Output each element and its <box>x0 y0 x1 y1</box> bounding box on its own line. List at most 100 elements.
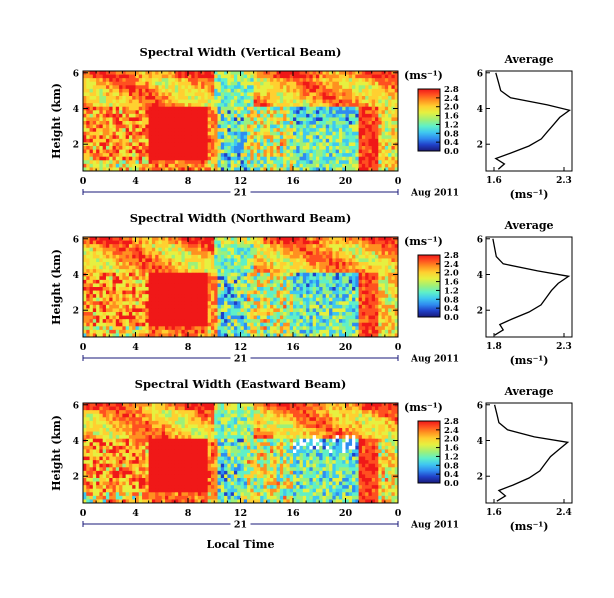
heatmap-cell <box>92 163 97 168</box>
heatmap-cell <box>92 156 97 161</box>
heatmap-cell <box>194 326 199 331</box>
heatmap-cell <box>151 279 156 284</box>
heatmap-cell <box>270 99 274 104</box>
heatmap-cell <box>283 247 287 252</box>
heatmap-cell <box>270 142 274 147</box>
heatmap-cell <box>138 124 143 129</box>
heatmap-cell <box>322 96 327 100</box>
heatmap-cell <box>365 131 369 136</box>
heatmap-cell <box>138 103 143 108</box>
heatmap-cell <box>161 92 166 97</box>
heatmap-cell <box>361 142 366 147</box>
heatmap-cell <box>312 167 317 172</box>
heatmap-cell <box>184 265 189 270</box>
heatmap-cell <box>319 301 323 306</box>
heatmap-cell <box>197 81 202 86</box>
heatmap-cell <box>279 237 284 241</box>
heatmap-cell <box>171 153 176 158</box>
heatmap-cell <box>105 160 110 165</box>
heatmap-cell <box>230 322 235 327</box>
heatmap-cell <box>125 294 130 299</box>
heatmap-cell <box>217 279 222 284</box>
heatmap-cell <box>332 279 337 284</box>
heatmap-cell <box>342 81 346 86</box>
heatmap-cell <box>338 88 343 93</box>
heatmap-cell <box>289 247 294 252</box>
heatmap-cell <box>112 326 117 331</box>
heatmap-cell <box>83 153 87 158</box>
heatmap-cell <box>204 304 209 309</box>
heatmap-cell <box>332 117 337 122</box>
heatmap-cell <box>250 138 255 143</box>
heatmap-cell <box>286 117 291 122</box>
heatmap-cell <box>99 326 104 331</box>
heatmap-cell <box>240 297 245 302</box>
heatmap-cell <box>184 85 189 90</box>
heatmap-cell <box>348 96 353 100</box>
heatmap-cell <box>168 294 172 299</box>
heatmap-cell <box>151 128 156 133</box>
heatmap-cell <box>207 85 212 90</box>
heatmap-cell <box>135 237 140 241</box>
heatmap-cell <box>315 103 320 108</box>
heatmap-cell <box>352 167 356 172</box>
heatmap-cell <box>155 92 159 97</box>
heatmap-cell <box>375 78 379 83</box>
heatmap-cell <box>96 329 100 334</box>
heatmap-cell <box>342 117 346 122</box>
heatmap-cell <box>240 99 245 104</box>
heatmap-cell <box>299 272 304 277</box>
heatmap-cell <box>352 156 356 161</box>
heatmap-cell <box>102 74 107 79</box>
heatmap-cell <box>319 124 323 129</box>
heatmap-cell <box>230 88 235 93</box>
heatmap-cell <box>256 163 261 168</box>
heatmap-cell <box>224 279 228 284</box>
heatmap-cell <box>119 96 123 100</box>
heatmap-cell <box>158 312 163 316</box>
heatmap-cell <box>135 96 140 100</box>
heatmap-cell <box>151 85 156 90</box>
heatmap-cell <box>214 96 218 100</box>
heatmap-cell <box>92 167 97 172</box>
heatmap-cell <box>378 106 382 111</box>
heatmap-cell <box>365 81 369 86</box>
heatmap-cell <box>233 279 238 284</box>
heatmap-cell <box>102 240 107 245</box>
heatmap-cell <box>105 153 110 158</box>
heatmap-cell <box>109 71 113 75</box>
heatmap-cell <box>184 96 189 100</box>
heatmap-cell <box>155 88 159 93</box>
heatmap-cell <box>263 153 268 158</box>
heatmap-cell <box>332 254 337 259</box>
heatmap-cell <box>191 121 195 125</box>
heatmap-cell <box>266 276 271 281</box>
heatmap-cell <box>83 254 87 259</box>
heatmap-cell <box>135 322 140 327</box>
heatmap-cell <box>83 88 87 93</box>
heatmap-cell <box>322 78 327 83</box>
heatmap-cell <box>135 138 140 143</box>
heatmap-cell <box>112 142 117 147</box>
heatmap-cell <box>391 110 396 115</box>
heatmap-cell <box>83 124 87 129</box>
heatmap-cell <box>174 272 179 277</box>
heatmap-cell <box>83 329 87 334</box>
heatmap-cell <box>122 287 127 291</box>
heatmap-cell <box>138 301 143 306</box>
heatmap-cell <box>296 121 300 125</box>
heatmap-cell <box>332 276 337 281</box>
heatmap-cell <box>128 110 133 115</box>
heatmap-cell <box>155 156 159 161</box>
heatmap-cell <box>89 85 94 90</box>
heatmap-cell <box>92 319 97 324</box>
heatmap-cell <box>191 279 195 284</box>
heatmap-cell <box>109 88 113 93</box>
heatmap-cell <box>348 99 353 104</box>
heatmap-cell <box>132 131 136 136</box>
heatmap-cell <box>178 99 182 104</box>
heatmap-cell <box>83 128 87 133</box>
heatmap-cell <box>105 128 110 133</box>
heatmap-cell <box>135 294 140 299</box>
heatmap-cell <box>161 167 166 172</box>
